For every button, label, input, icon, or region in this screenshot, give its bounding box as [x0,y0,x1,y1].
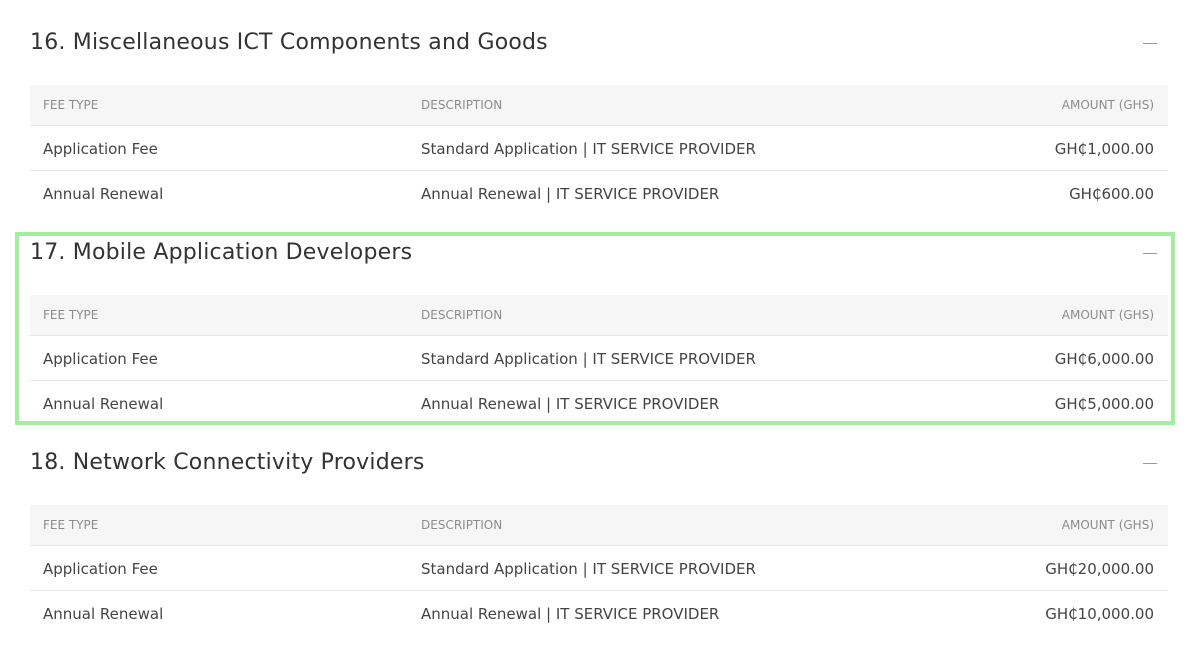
fee-section: 16. Miscellaneous ICT Components and Goo… [0,0,1200,210]
fee-type: Annual Renewal [43,394,164,413]
fee-row: Application Fee Standard Application | IT… [30,545,1168,591]
column-header: FEE TYPE [43,308,99,322]
table-header: FEE TYPE DESCRIPTION AMOUNT (GHS) [30,85,1168,125]
collapse-toggle[interactable] [1143,463,1157,464]
table-header: FEE TYPE DESCRIPTION AMOUNT (GHS) [30,295,1168,335]
amount: GH₵10,000.00 [1045,604,1154,623]
collapse-toggle[interactable] [1143,253,1157,254]
section-title: 16. Miscellaneous ICT Components and Goo… [30,30,548,55]
amount: GH₵6,000.00 [1054,349,1154,368]
fee-type: Annual Renewal [43,604,164,623]
section-title: 17. Mobile Application Developers [30,240,413,265]
table-header: FEE TYPE DESCRIPTION AMOUNT (GHS) [30,505,1168,545]
fee-type: Application Fee [43,139,158,158]
column-header: AMOUNT (GHS) [1061,308,1154,322]
fee-section: 18. Network Connectivity Providers FEE TY… [0,420,1200,630]
fee-row: Application Fee Standard Application | IT… [30,335,1168,381]
column-header: DESCRIPTION [421,518,503,532]
fee-row: Application Fee Standard Application | IT… [30,125,1168,171]
amount: GH₵5,000.00 [1054,394,1154,413]
fee-section: 17. Mobile Application Developers FEE TYP… [0,210,1200,420]
fee-type: Application Fee [43,559,158,578]
amount: GH₵1,000.00 [1054,139,1154,158]
fee-row: Annual Renewal Annual Renewal | IT SERVIC… [30,170,1168,216]
column-header: DESCRIPTION [421,98,503,112]
section-title: 18. Network Connectivity Providers [30,450,425,475]
column-header: FEE TYPE [43,98,99,112]
collapse-toggle[interactable] [1143,43,1157,44]
fee-type: Annual Renewal [43,184,164,203]
description: Annual Renewal | IT SERVICE PROVIDER [421,184,720,203]
column-header: FEE TYPE [43,518,99,532]
amount: GH₵600.00 [1069,184,1154,203]
description: Standard Application | IT SERVICE PROVID… [421,349,756,368]
description: Standard Application | IT SERVICE PROVID… [421,139,756,158]
description: Annual Renewal | IT SERVICE PROVIDER [421,604,720,623]
fee-type: Application Fee [43,349,158,368]
column-header: DESCRIPTION [421,308,503,322]
column-header: AMOUNT (GHS) [1061,518,1154,532]
description: Annual Renewal | IT SERVICE PROVIDER [421,394,720,413]
column-header: AMOUNT (GHS) [1061,98,1154,112]
amount: GH₵20,000.00 [1045,559,1154,578]
fee-row: Annual Renewal Annual Renewal | IT SERVIC… [30,380,1168,426]
fee-row: Annual Renewal Annual Renewal | IT SERVIC… [30,590,1168,636]
description: Standard Application | IT SERVICE PROVID… [421,559,756,578]
